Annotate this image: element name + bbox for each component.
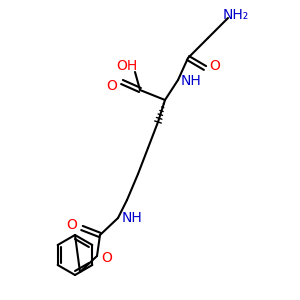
Text: NH: NH — [181, 74, 201, 88]
Text: O: O — [210, 59, 220, 73]
Text: O: O — [102, 251, 112, 265]
Text: NH: NH — [122, 211, 142, 225]
Text: OH: OH — [116, 59, 138, 73]
Text: O: O — [67, 218, 77, 232]
Text: NH₂: NH₂ — [223, 8, 249, 22]
Text: O: O — [106, 79, 117, 93]
